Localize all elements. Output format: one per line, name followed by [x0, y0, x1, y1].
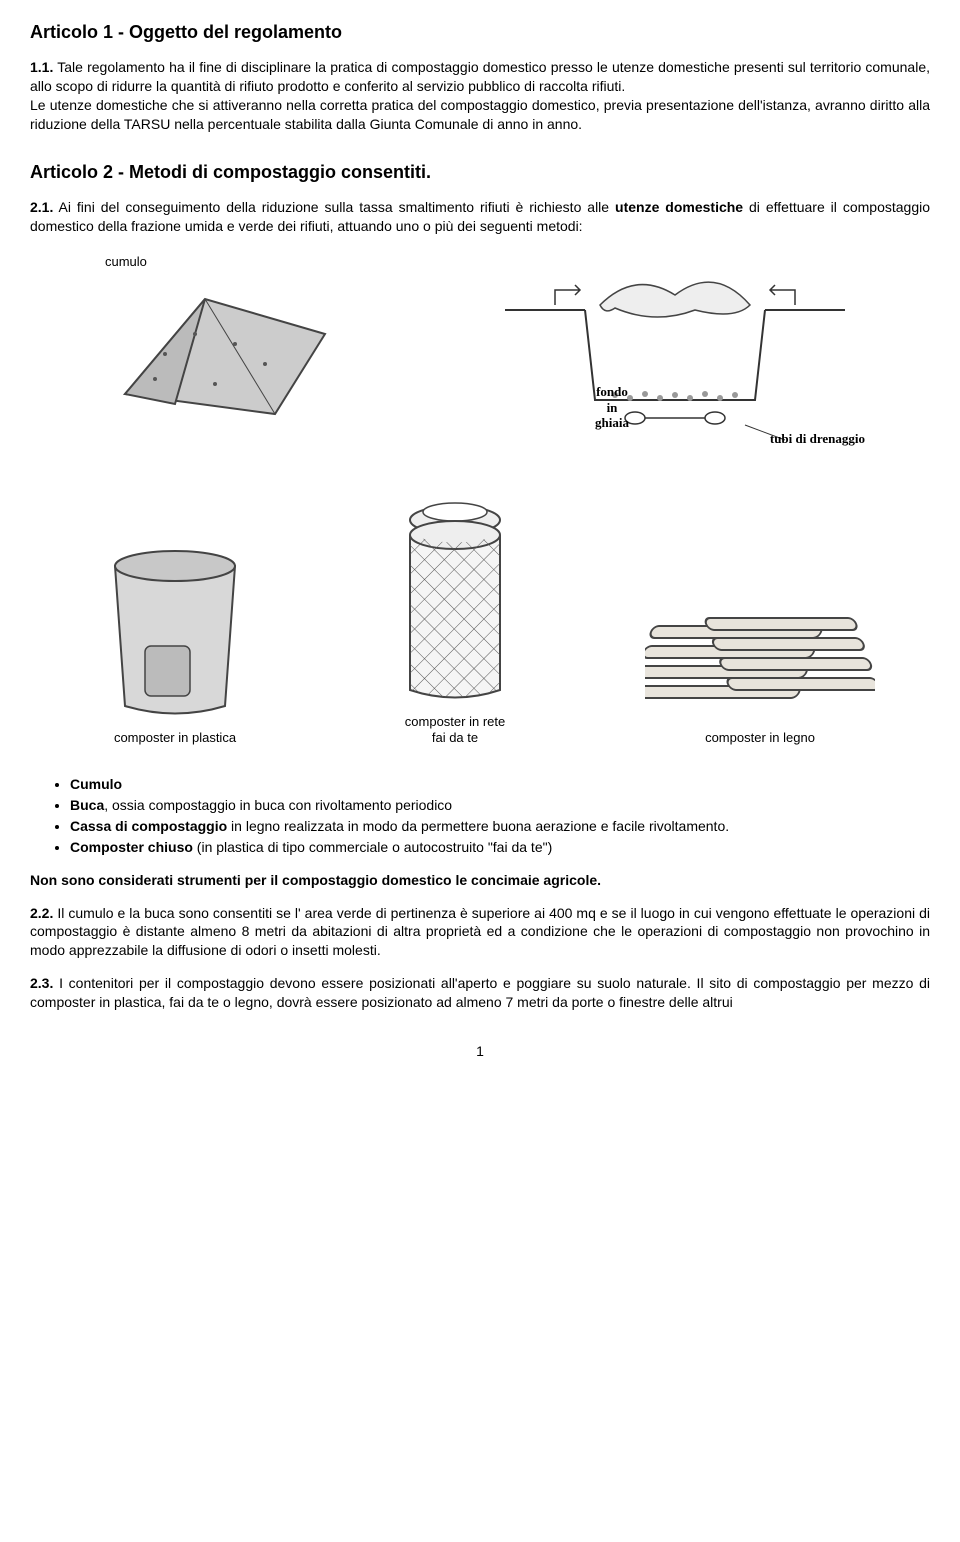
li2-rest: , ossia compostaggio in buca con rivolta…: [104, 797, 452, 813]
article2-p1a: Ai fini del conseguimento della riduzion…: [59, 199, 615, 215]
article2-p3: 2.3. I contenitori per il compostaggio d…: [30, 974, 930, 1012]
article2-p1: 2.1. Ai fini del conseguimento della rid…: [30, 198, 930, 236]
caption-buca-fondo: fondo: [595, 384, 629, 400]
img-buca-box: fondo in ghiaia tubi di drenaggio: [495, 250, 855, 450]
article1-p1-num: 1.1.: [30, 59, 53, 75]
caption-buca-in: in: [595, 400, 629, 416]
list-item: Cassa di compostaggio in legno realizzat…: [70, 817, 930, 836]
images-row-1: cumulo: [30, 250, 930, 450]
li4-bold: Composter chiuso: [70, 839, 193, 855]
composter-plastica-icon: [85, 526, 265, 726]
article2-p2: 2.2. Il cumulo e la buca sono consentiti…: [30, 904, 930, 961]
img-legno-box: composter in legno: [645, 566, 875, 746]
article1-p2: Le utenze domestiche che si attiveranno …: [30, 96, 930, 134]
li2-bold: Buca: [70, 797, 104, 813]
article1-heading: Articolo 1 - Oggetto del regolamento: [30, 20, 930, 44]
composter-rete-icon: [375, 490, 535, 710]
li3-bold: Cassa di compostaggio: [70, 818, 227, 834]
img-cumulo-box: cumulo: [105, 250, 345, 424]
li4-rest: (in plastica di tipo commerciale o autoc…: [193, 839, 552, 855]
images-row-2: composter in plastica composter in rete …: [30, 490, 930, 745]
article1-p1-text: Tale regolamento ha il fine di disciplin…: [30, 59, 930, 94]
caption-rete-l1: composter in rete: [405, 714, 505, 730]
composter-legno-icon: [645, 566, 875, 726]
methods-list: Cumulo Buca, ossia compostaggio in buca …: [30, 775, 930, 857]
page-number: 1: [30, 1042, 930, 1061]
li3-rest: in legno realizzata in modo da permetter…: [227, 818, 729, 834]
li1-bold: Cumulo: [70, 776, 122, 792]
caption-buca-ghiaia: ghiaia: [595, 415, 629, 431]
article2-p3-text: I contenitori per il compostaggio devono…: [30, 975, 930, 1010]
buca-labels: fondo in ghiaia: [595, 384, 629, 431]
article2-p2-num: 2.2.: [30, 905, 53, 921]
caption-cumulo: cumulo: [105, 254, 147, 270]
article2-p3-num: 2.3.: [30, 975, 53, 991]
article2-p2-text: Il cumulo e la buca sono consentiti se l…: [30, 905, 930, 959]
img-plastica-box: composter in plastica: [85, 526, 265, 746]
article2-heading: Articolo 2 - Metodi di compostaggio cons…: [30, 160, 930, 184]
list-item: Buca, ossia compostaggio in buca con riv…: [70, 796, 930, 815]
caption-plastica: composter in plastica: [114, 730, 236, 746]
caption-legno: composter in legno: [705, 730, 815, 746]
img-rete-box: composter in rete fai da te: [375, 490, 535, 745]
list-item: Composter chiuso (in plastica di tipo co…: [70, 838, 930, 857]
article1-p1: 1.1. Tale regolamento ha il fine di disc…: [30, 58, 930, 96]
caption-buca-tubi: tubi di drenaggio: [770, 430, 865, 448]
caption-rete-l2: fai da te: [432, 730, 478, 746]
article2-p1-num: 2.1.: [30, 199, 53, 215]
article2-p1-bold: utenze domestiche: [615, 199, 743, 215]
buca-icon: [495, 250, 855, 450]
list-item: Cumulo: [70, 775, 930, 794]
article2-nonconsiderati: Non sono considerati strumenti per il co…: [30, 871, 930, 890]
cumulo-icon: [105, 274, 345, 424]
